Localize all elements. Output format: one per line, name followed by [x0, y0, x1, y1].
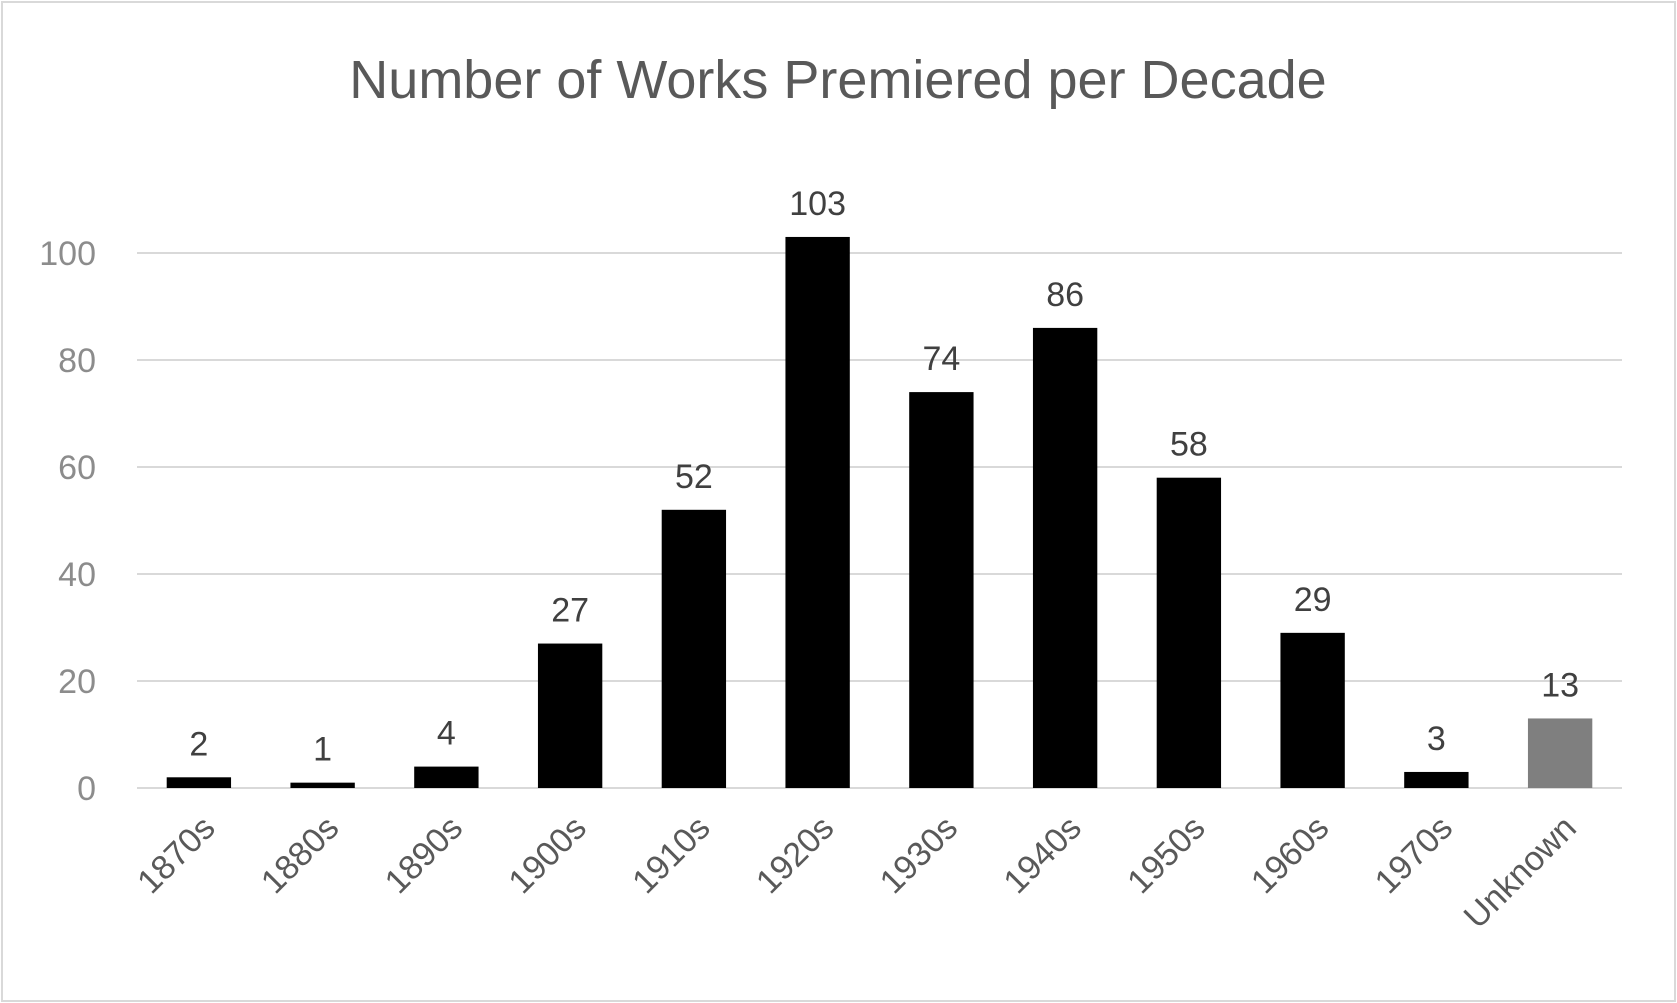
data-label-1880s: 1 [313, 731, 332, 769]
data-label-1970s: 3 [1427, 720, 1446, 758]
bar-1960s [1280, 632, 1345, 788]
data-label-1910s: 52 [675, 458, 713, 496]
bar-1950s [1156, 477, 1222, 788]
data-label-unknown: 13 [1541, 666, 1579, 704]
bar-1870s [166, 777, 232, 788]
data-labels: 2 1 4 27 52 103 74 86 58 29 3 13 [189, 185, 1579, 769]
data-label-1960s: 29 [1294, 581, 1332, 619]
y-tick-label: 60 [58, 449, 96, 487]
y-tick-label: 20 [58, 663, 96, 701]
data-label-1950s: 58 [1170, 426, 1208, 464]
bar-1970s [1404, 771, 1469, 788]
data-label-1920s: 103 [789, 185, 846, 223]
bar-1910s [661, 509, 727, 788]
y-tick-label: 80 [58, 342, 96, 380]
chart-title: Number of Works Premiered per Decade [349, 50, 1326, 110]
bar-1880s [290, 782, 355, 788]
data-label-1940s: 86 [1046, 276, 1084, 314]
bar-unknown [1527, 718, 1593, 788]
y-tick-label: 0 [77, 770, 96, 808]
bar-1890s [414, 766, 479, 788]
bars [166, 236, 1593, 788]
y-tick-label: 40 [58, 556, 96, 594]
data-label-1900s: 27 [551, 592, 589, 630]
y-tick-label: 100 [39, 235, 96, 273]
bar-1900s [537, 643, 603, 788]
data-label-1930s: 74 [922, 340, 960, 378]
bar-1930s [909, 392, 974, 788]
data-label-1890s: 4 [437, 715, 456, 753]
bar-1940s [1032, 327, 1098, 788]
gridlines [137, 252, 1622, 789]
data-label-1870s: 2 [189, 725, 208, 763]
y-axis-tick-labels: 0 20 40 60 80 100 [39, 235, 96, 808]
bar-1920s [785, 236, 850, 788]
